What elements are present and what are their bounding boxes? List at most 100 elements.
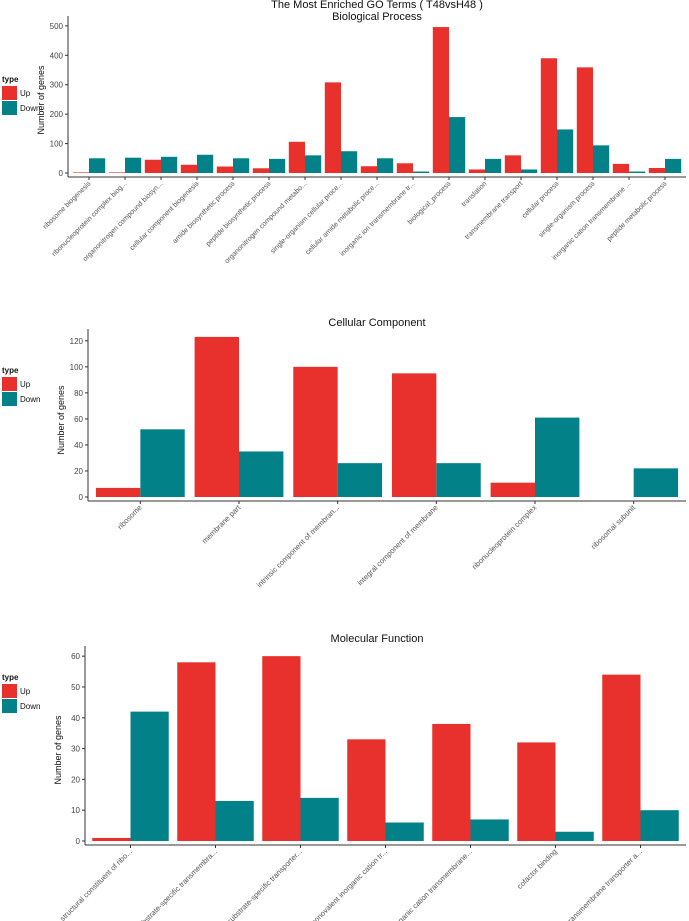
bar-down [633, 468, 679, 497]
bar-up [432, 723, 471, 841]
legend-label-up: Up [20, 687, 31, 696]
bar-down [535, 417, 580, 497]
bar-down [233, 158, 250, 173]
panel-molecular-function: Molecular Function 0 10 20 30 40 50 60 Number of… [2, 633, 686, 921]
bar-down [449, 117, 466, 173]
y-tick-label: 300 [50, 81, 64, 90]
bar-up [517, 742, 556, 841]
bar-up [180, 164, 197, 173]
legend-label-up: Up [20, 89, 31, 98]
bar-up [288, 141, 305, 173]
x-tick-label: cofactor binding [515, 847, 559, 891]
bar-down [640, 810, 679, 841]
y-tick-label: 0 [79, 493, 84, 502]
panel-cellular-component: Cellular Component 0 20 40 60 80 100 120 Number … [2, 317, 686, 589]
bar-up [108, 172, 125, 173]
bar-down [555, 831, 594, 841]
legend-title: type [2, 673, 19, 682]
legend-swatch-down [2, 392, 17, 406]
x-tick-label: cellular component biogenesis [129, 180, 201, 252]
legend-swatch-up [2, 684, 17, 698]
legend-title: type [2, 75, 19, 84]
legend-label-down: Down [20, 104, 40, 113]
x-tick-label: inorganic cation transmembrane... [387, 847, 474, 921]
y-axis-label: Number of genes [36, 65, 46, 135]
x-tick-label: ribosomal subunit [589, 502, 638, 551]
bar-up [194, 336, 239, 497]
bar-up [612, 163, 629, 173]
x-tick-label: translation [461, 180, 489, 208]
x-tick-label: peptide biosynthetic process [205, 180, 273, 248]
y-tick-label: 100 [70, 363, 84, 372]
x-tick-label: ribonucleoprotein complex [470, 503, 538, 571]
y-axis-label: Number of genes [53, 715, 63, 785]
legend-swatch-down [2, 101, 17, 115]
bar-down [140, 429, 185, 497]
x-tick-label: amide biosynthetic process [172, 180, 237, 245]
bar-up [144, 159, 161, 173]
bar-down [300, 797, 339, 841]
x-tick-label: inorganic cation transmembrane ... [551, 180, 632, 261]
bar-up [391, 373, 437, 497]
legend-swatch-up [2, 377, 17, 391]
bar-up [490, 482, 535, 497]
bar-down [125, 157, 142, 173]
x-tick-label: monovalent inorganic cation tr... [308, 847, 389, 921]
y-axis-label: Number of genes [56, 385, 66, 455]
bar-up [576, 67, 593, 173]
y-tick-label: 500 [50, 22, 64, 31]
legend-label-up: Up [20, 380, 31, 389]
x-tick-label: substrate-specific transporter... [225, 847, 304, 921]
bar-up [92, 837, 131, 841]
bar-up [293, 366, 338, 497]
bar-down [413, 171, 430, 173]
bar-up [540, 58, 557, 173]
x-tick-label: cellular process [521, 180, 561, 220]
y-tick-label: 50 [71, 683, 80, 692]
bar-up [177, 662, 216, 841]
bar-down [377, 158, 394, 173]
x-tick-label: inorganic ion transmembrane tr... [339, 180, 416, 257]
bar-down [239, 451, 284, 497]
bar-down [521, 169, 538, 173]
x-tick-label: ribosome [116, 503, 144, 531]
bar-up [432, 27, 449, 173]
bar-down [215, 800, 254, 841]
y-tick-label: 10 [71, 806, 80, 815]
bar-down [197, 154, 214, 173]
legend-title: type [2, 366, 19, 375]
bar-up [347, 739, 386, 841]
bar-up [468, 169, 485, 173]
y-tick-label: 0 [76, 837, 81, 846]
y-tick-label: 20 [74, 467, 83, 476]
y-tick-label: 30 [71, 745, 80, 754]
bar-down [130, 711, 169, 841]
bar-down [161, 156, 178, 173]
x-tick-label: ion transmembrane transporter a... [556, 847, 644, 921]
legend-label-down: Down [20, 702, 40, 711]
legend-swatch-down [2, 699, 17, 713]
bar-down [436, 463, 481, 497]
bar-down [305, 155, 322, 173]
x-tick-label: membrane part [200, 502, 243, 545]
legend-label-down: Down [20, 395, 40, 404]
y-tick-label: 40 [74, 441, 83, 450]
x-tick-label: cellular amide metabolic proce... [304, 180, 380, 256]
panel-title: Molecular Function [331, 633, 424, 645]
y-tick-label: 400 [50, 51, 64, 60]
x-tick-label: ribonucleoprotein complex biog... [51, 180, 129, 258]
y-tick-label: 100 [50, 140, 64, 149]
bar-up [648, 167, 665, 173]
bar-down [385, 822, 424, 841]
x-tick-label: intrinsic component of membran... [255, 503, 341, 589]
x-tick-label: structural constituent of ribo... [58, 847, 134, 921]
bar-up [602, 674, 641, 841]
y-tick-label: 120 [70, 337, 84, 346]
bar-down [89, 158, 106, 173]
bar-down [485, 158, 502, 173]
bar-up [252, 168, 269, 173]
bar-up [72, 172, 89, 173]
bar-up [504, 155, 521, 173]
